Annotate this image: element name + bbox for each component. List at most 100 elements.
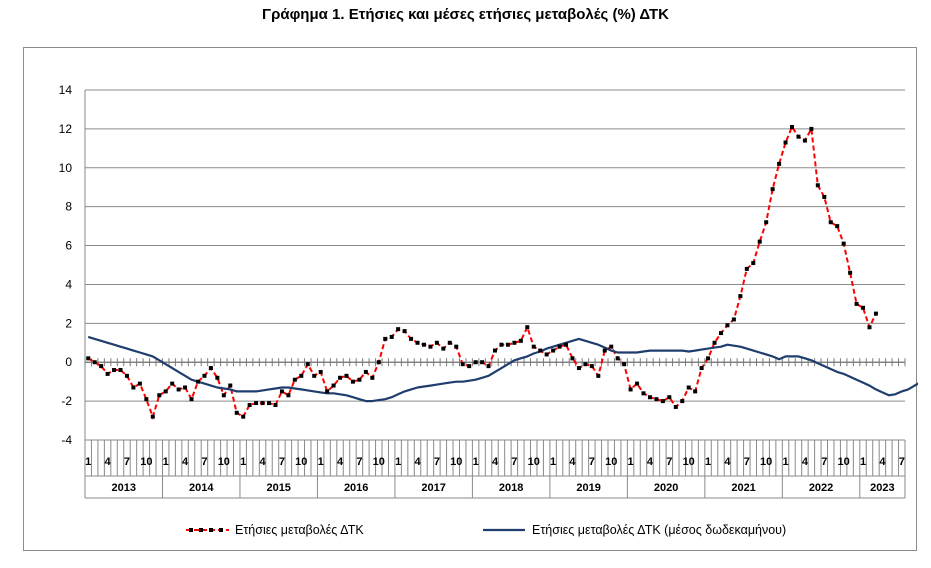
legend-label-2: Ετήσιες μεταβολές ΔΤΚ (μέσος δωδεκαμήνου… [532,523,786,537]
data-point [376,360,381,365]
year-label: 2022 [809,482,833,494]
data-point [473,360,478,365]
month-label: 4 [337,456,344,468]
data-point [279,389,284,394]
month-label: 7 [201,456,207,468]
data-point [686,385,691,390]
year-label: 2014 [189,482,214,494]
data-point [815,183,820,188]
data-point [854,301,859,306]
data-point [505,342,510,347]
data-point [751,261,756,266]
data-point [260,401,265,406]
year-label: 2020 [654,482,678,494]
month-label: 10 [838,456,850,468]
month-label: 1 [782,456,788,468]
data-point [622,362,627,367]
data-point [286,393,291,398]
data-point [596,373,601,378]
data-point [447,340,452,345]
data-point [157,393,162,398]
data-point [757,239,762,244]
data-point [480,360,485,365]
series-line-1 [87,124,877,420]
data-point [144,397,149,402]
y-tick-label: 6 [65,239,72,253]
month-label: 4 [802,456,809,468]
y-tick-label: 4 [65,277,72,291]
data-point [583,362,588,367]
data-point [150,414,155,419]
data-point [338,375,343,380]
data-point [221,393,226,398]
data-point [176,387,181,392]
data-point [564,342,569,347]
data-point [434,340,439,345]
data-point [396,327,401,332]
y-tick-label: 14 [59,83,73,97]
data-point [835,224,840,229]
month-label: 1 [473,456,479,468]
data-point [706,356,711,361]
data-point [551,348,556,353]
month-label: 4 [647,456,654,468]
data-point [370,375,375,380]
data-point [667,395,672,400]
series-line-2 [87,335,918,403]
data-point [693,389,698,394]
data-point [576,366,581,371]
data-point [234,410,239,415]
y-tick-label: 10 [59,161,73,175]
data-point [467,364,472,369]
year-label: 2018 [499,482,523,494]
data-point [183,385,188,390]
data-point [421,342,426,347]
data-point [357,377,362,382]
month-label: 10 [450,456,462,468]
data-point [802,138,807,143]
x-axis [84,358,906,367]
month-label: 7 [279,456,285,468]
data-point [292,377,297,382]
data-point [822,194,827,199]
year-label: 2015 [266,482,290,494]
data-point [738,294,743,299]
series-lines [86,124,918,420]
data-point [764,220,769,225]
legend-marker [219,528,223,532]
month-label: 10 [605,456,617,468]
legend-marker [209,528,213,532]
data-point [137,381,142,386]
month-label: 1 [240,456,246,468]
data-point [809,126,814,131]
data-point [712,340,717,345]
data-point [215,375,220,380]
year-label: 2016 [344,482,368,494]
data-point [460,362,465,367]
data-point [170,381,175,386]
data-point [99,364,104,369]
data-point [254,401,259,406]
month-label: 7 [434,456,440,468]
month-label: 7 [511,456,517,468]
data-point [189,397,194,402]
data-point [725,323,730,328]
data-point [415,340,420,345]
month-label: 1 [395,456,401,468]
data-point [848,270,853,275]
data-point [609,344,614,349]
data-point [228,383,233,388]
y-axis-ticks: -4 -2 0 2 4 6 8 10 12 14 [59,83,73,447]
month-label: 1 [550,456,556,468]
y-tick-label: -4 [61,433,72,447]
data-point [589,364,594,369]
month-label: 10 [218,456,230,468]
month-label: 4 [414,456,421,468]
data-point [557,344,562,349]
y-tick-label: 0 [65,355,72,369]
legend: Ετήσιες μεταβολές ΔΤΚ Ετήσιες μεταβολές Δ… [186,523,786,537]
data-point [777,161,782,166]
month-label: 7 [821,456,827,468]
data-point [124,373,129,378]
